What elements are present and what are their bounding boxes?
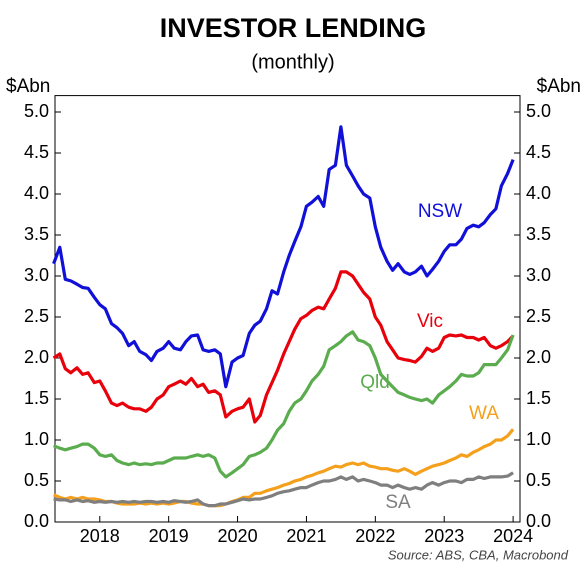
y2-tick-label: 2.0 [526,347,551,367]
x-tick-label: 2023 [424,526,464,546]
series-label: SA [385,492,411,513]
y-tick-label: 1.5 [24,388,49,408]
series-line [52,270,515,424]
x-tick-label: 2022 [355,526,395,546]
y2-tick-label: 5.0 [526,101,551,121]
y-tick-label: 0.5 [24,470,49,490]
y2-tick-label: 3.0 [526,265,551,285]
y-tick-label: 4.0 [24,183,49,203]
series-label: WA [469,403,499,424]
y-tick-label: 2.0 [24,347,49,367]
y2-tick-label: 0.0 [526,511,551,531]
y2-tick-label: 4.5 [526,142,551,162]
y2-tick-label: 1.5 [526,388,551,408]
series-line [53,471,514,508]
x-tick-label: 2019 [149,526,189,546]
x-tick-label: 2021 [286,526,326,546]
x-tick-label: 2018 [80,526,120,546]
y-tick-label: 5.0 [24,101,49,121]
series-line [53,428,515,508]
source-note: Source: ABS, CBA, Macrobond [388,547,569,562]
y-tick-label: 2.5 [24,306,49,326]
y-tick-label: 3.5 [24,224,49,244]
series-label: Qld [360,372,390,393]
y-tick-label: 4.5 [24,142,49,162]
series-line [53,330,515,479]
x-tick-label: 2020 [218,526,258,546]
y2-tick-label: 3.5 [526,224,551,244]
y2-tick-label: 1.0 [526,429,551,449]
series-line [52,125,515,389]
y2-axis-label: $Abn [537,76,581,97]
y-axis-label: $Abn [6,76,50,97]
chart-subtitle: (monthly) [251,51,334,73]
y-tick-label: 3.0 [24,265,49,285]
series-label: NSW [418,201,462,222]
y2-tick-label: 2.5 [526,306,551,326]
x-tick-label: 2024 [493,526,533,546]
series-label: Vic [417,311,443,332]
y2-tick-label: 4.0 [526,183,551,203]
plot-frame [54,95,521,523]
y-tick-label: 0.0 [24,511,49,531]
y2-tick-label: 0.5 [526,470,551,490]
chart-title: INVESTOR LENDING [160,13,427,43]
y-tick-label: 1.0 [24,429,49,449]
